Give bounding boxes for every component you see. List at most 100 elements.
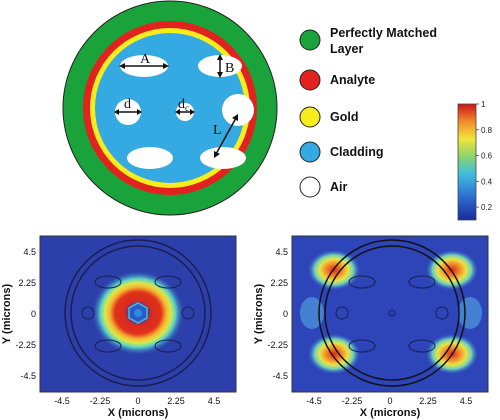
plot1-core-dot (134, 309, 142, 317)
label-L: L (213, 123, 222, 138)
legend-label-gold: Gold (330, 110, 358, 124)
colorbar-gradient (457, 103, 477, 221)
y-tick-label: 0 (283, 309, 288, 319)
arrowhead-A-left (119, 63, 125, 69)
plot2-ticks: -4.5 -2.25 0 2.25 4.5 4.5 2.25 0 -2.25 -4.5 (267, 247, 472, 406)
x-tick-label: -2.25 (90, 396, 111, 406)
air-hole-large-bottom-right (200, 147, 246, 169)
legend-item-pml: Perfectly Matched Layer (299, 26, 437, 56)
legend-item-analyte: Analyte (299, 69, 375, 91)
arrowhead-d-right (137, 109, 142, 115)
x-tick-label: -2.25 (342, 396, 363, 406)
plot1-hole-tl (94, 275, 122, 289)
y-tick-label: -4.5 (20, 371, 36, 381)
arrowhead-L-bottom (214, 151, 220, 158)
legend-swatch-cladding (299, 141, 321, 163)
colorbar-tick-label: 0.2 (481, 203, 493, 212)
legend-swatch-gold (299, 106, 321, 128)
x-tick-label: -4.5 (306, 396, 322, 406)
label-dc-main: d (178, 97, 185, 112)
plot1-fiber-boundary-inner (70, 245, 206, 381)
plot2-lobe-mid-right (458, 297, 482, 329)
plot1-fiber-boundary-outer (64, 239, 212, 387)
plot2-hole-center (388, 309, 396, 317)
colorbar: 1 0.8 0.6 0.4 0.2 (457, 100, 493, 221)
material-legend: Perfectly Matched Layer Analyte Gold Cla… (299, 26, 437, 198)
arrowhead-A-right (163, 63, 169, 69)
arrowhead-B-top (217, 54, 223, 60)
y-tick-label: 0 (31, 309, 36, 319)
y-tick-label: 2.25 (18, 278, 36, 288)
y-tick-label: -2.25 (15, 340, 36, 350)
x-tick-label: 0 (135, 396, 140, 406)
y-tick-label: 4.5 (275, 247, 288, 257)
plot2-xlabel: X (microns) (360, 407, 421, 419)
arrowhead-dc-right (190, 109, 195, 115)
colorbar-tick-label: 0.4 (481, 177, 493, 186)
colorbar-tick-label: 1 (481, 100, 486, 109)
arrowhead-d-left (114, 109, 119, 115)
fiber-cross-section: A B d dc L (62, 0, 278, 216)
plot1-hole-br (154, 339, 182, 353)
plot1-hole-tr (154, 275, 182, 289)
field-plot-core-mode: -4.5 -2.25 0 2.25 4.5 4.5 2.25 0 -2.25 -4.5 X (mi… (1, 235, 237, 419)
field-plot-plasmon-mode: -4.5 -2.25 0 2.25 4.5 4.5 2.25 0 -2.25 -4.5 X (mi… (253, 235, 489, 419)
x-tick-label: 4.5 (208, 396, 221, 406)
colorbar-tick-label: 0.6 (481, 152, 493, 161)
legend-label-cladding: Cladding (330, 145, 383, 159)
legend-item-gold: Gold (299, 106, 358, 128)
air-hole-large-bottom-left (127, 147, 173, 169)
label-dc: dc (178, 97, 189, 113)
y-tick-label: 4.5 (23, 247, 36, 257)
x-tick-label: 2.25 (419, 396, 437, 406)
legend-label-analyte: Analyte (330, 73, 375, 87)
label-B: B (225, 61, 234, 76)
legend-swatch-analyte (299, 69, 321, 91)
plot2-fiber-boundary-outer (318, 239, 466, 387)
legend-item-air: Air (299, 176, 348, 198)
plot2-hot-lobe-bl (308, 334, 360, 374)
air-hole-right (222, 94, 254, 126)
legend-swatch-pml (299, 29, 321, 51)
label-d: d (124, 97, 131, 112)
plot2-hot-lobe-tr (426, 250, 478, 290)
plot2-hole-br (408, 339, 436, 353)
plot1-hole-right (181, 306, 195, 320)
legend-label-air: Air (330, 180, 348, 194)
y-tick-label: -4.5 (272, 371, 288, 381)
plot2-ylabel: Y (microns) (253, 284, 265, 345)
label-dc-sub: c (185, 103, 189, 113)
plot2-lobe-mid-left (300, 297, 324, 329)
plot2-hot-lobe-tl (308, 250, 360, 290)
plot1-xlabel: X (microns) (108, 407, 169, 419)
plot1-ylabel: Y (microns) (1, 284, 13, 345)
plot1-hole-bl (94, 339, 122, 353)
plot2-fiber-boundary-inner (324, 245, 460, 381)
y-tick-label: 2.25 (270, 278, 288, 288)
colorbar-ticks: 1 0.8 0.6 0.4 0.2 (476, 100, 493, 212)
label-A: A (140, 52, 151, 67)
plot1-ticks: -4.5 -2.25 0 2.25 4.5 4.5 2.25 0 -2.25 -4.5 (15, 247, 220, 406)
arrowhead-B-bottom (217, 72, 223, 78)
plot2-hole-bl (348, 339, 376, 353)
plot1-hole-left (81, 306, 95, 320)
legend-label-pml-line2: Layer (330, 42, 363, 56)
x-tick-label: 4.5 (460, 396, 473, 406)
arrowhead-L-top (232, 114, 238, 121)
plot2-frame (291, 235, 489, 393)
legend-label-pml-line1: Perfectly Matched (330, 26, 437, 40)
arrow-L (215, 117, 237, 155)
legend-item-cladding: Cladding (299, 141, 383, 163)
plot2-hole-tr (408, 275, 436, 289)
x-tick-label: 0 (387, 396, 392, 406)
x-tick-label: -4.5 (54, 396, 70, 406)
y-tick-label: -2.25 (267, 340, 288, 350)
x-tick-label: 2.25 (167, 396, 185, 406)
plot1-frame (39, 235, 237, 393)
legend-swatch-air (299, 176, 321, 198)
plot2-hole-tl (348, 275, 376, 289)
plot2-hole-right (435, 306, 449, 320)
colorbar-tick-label: 0.8 (481, 126, 493, 135)
arrowhead-dc-left (175, 109, 180, 115)
